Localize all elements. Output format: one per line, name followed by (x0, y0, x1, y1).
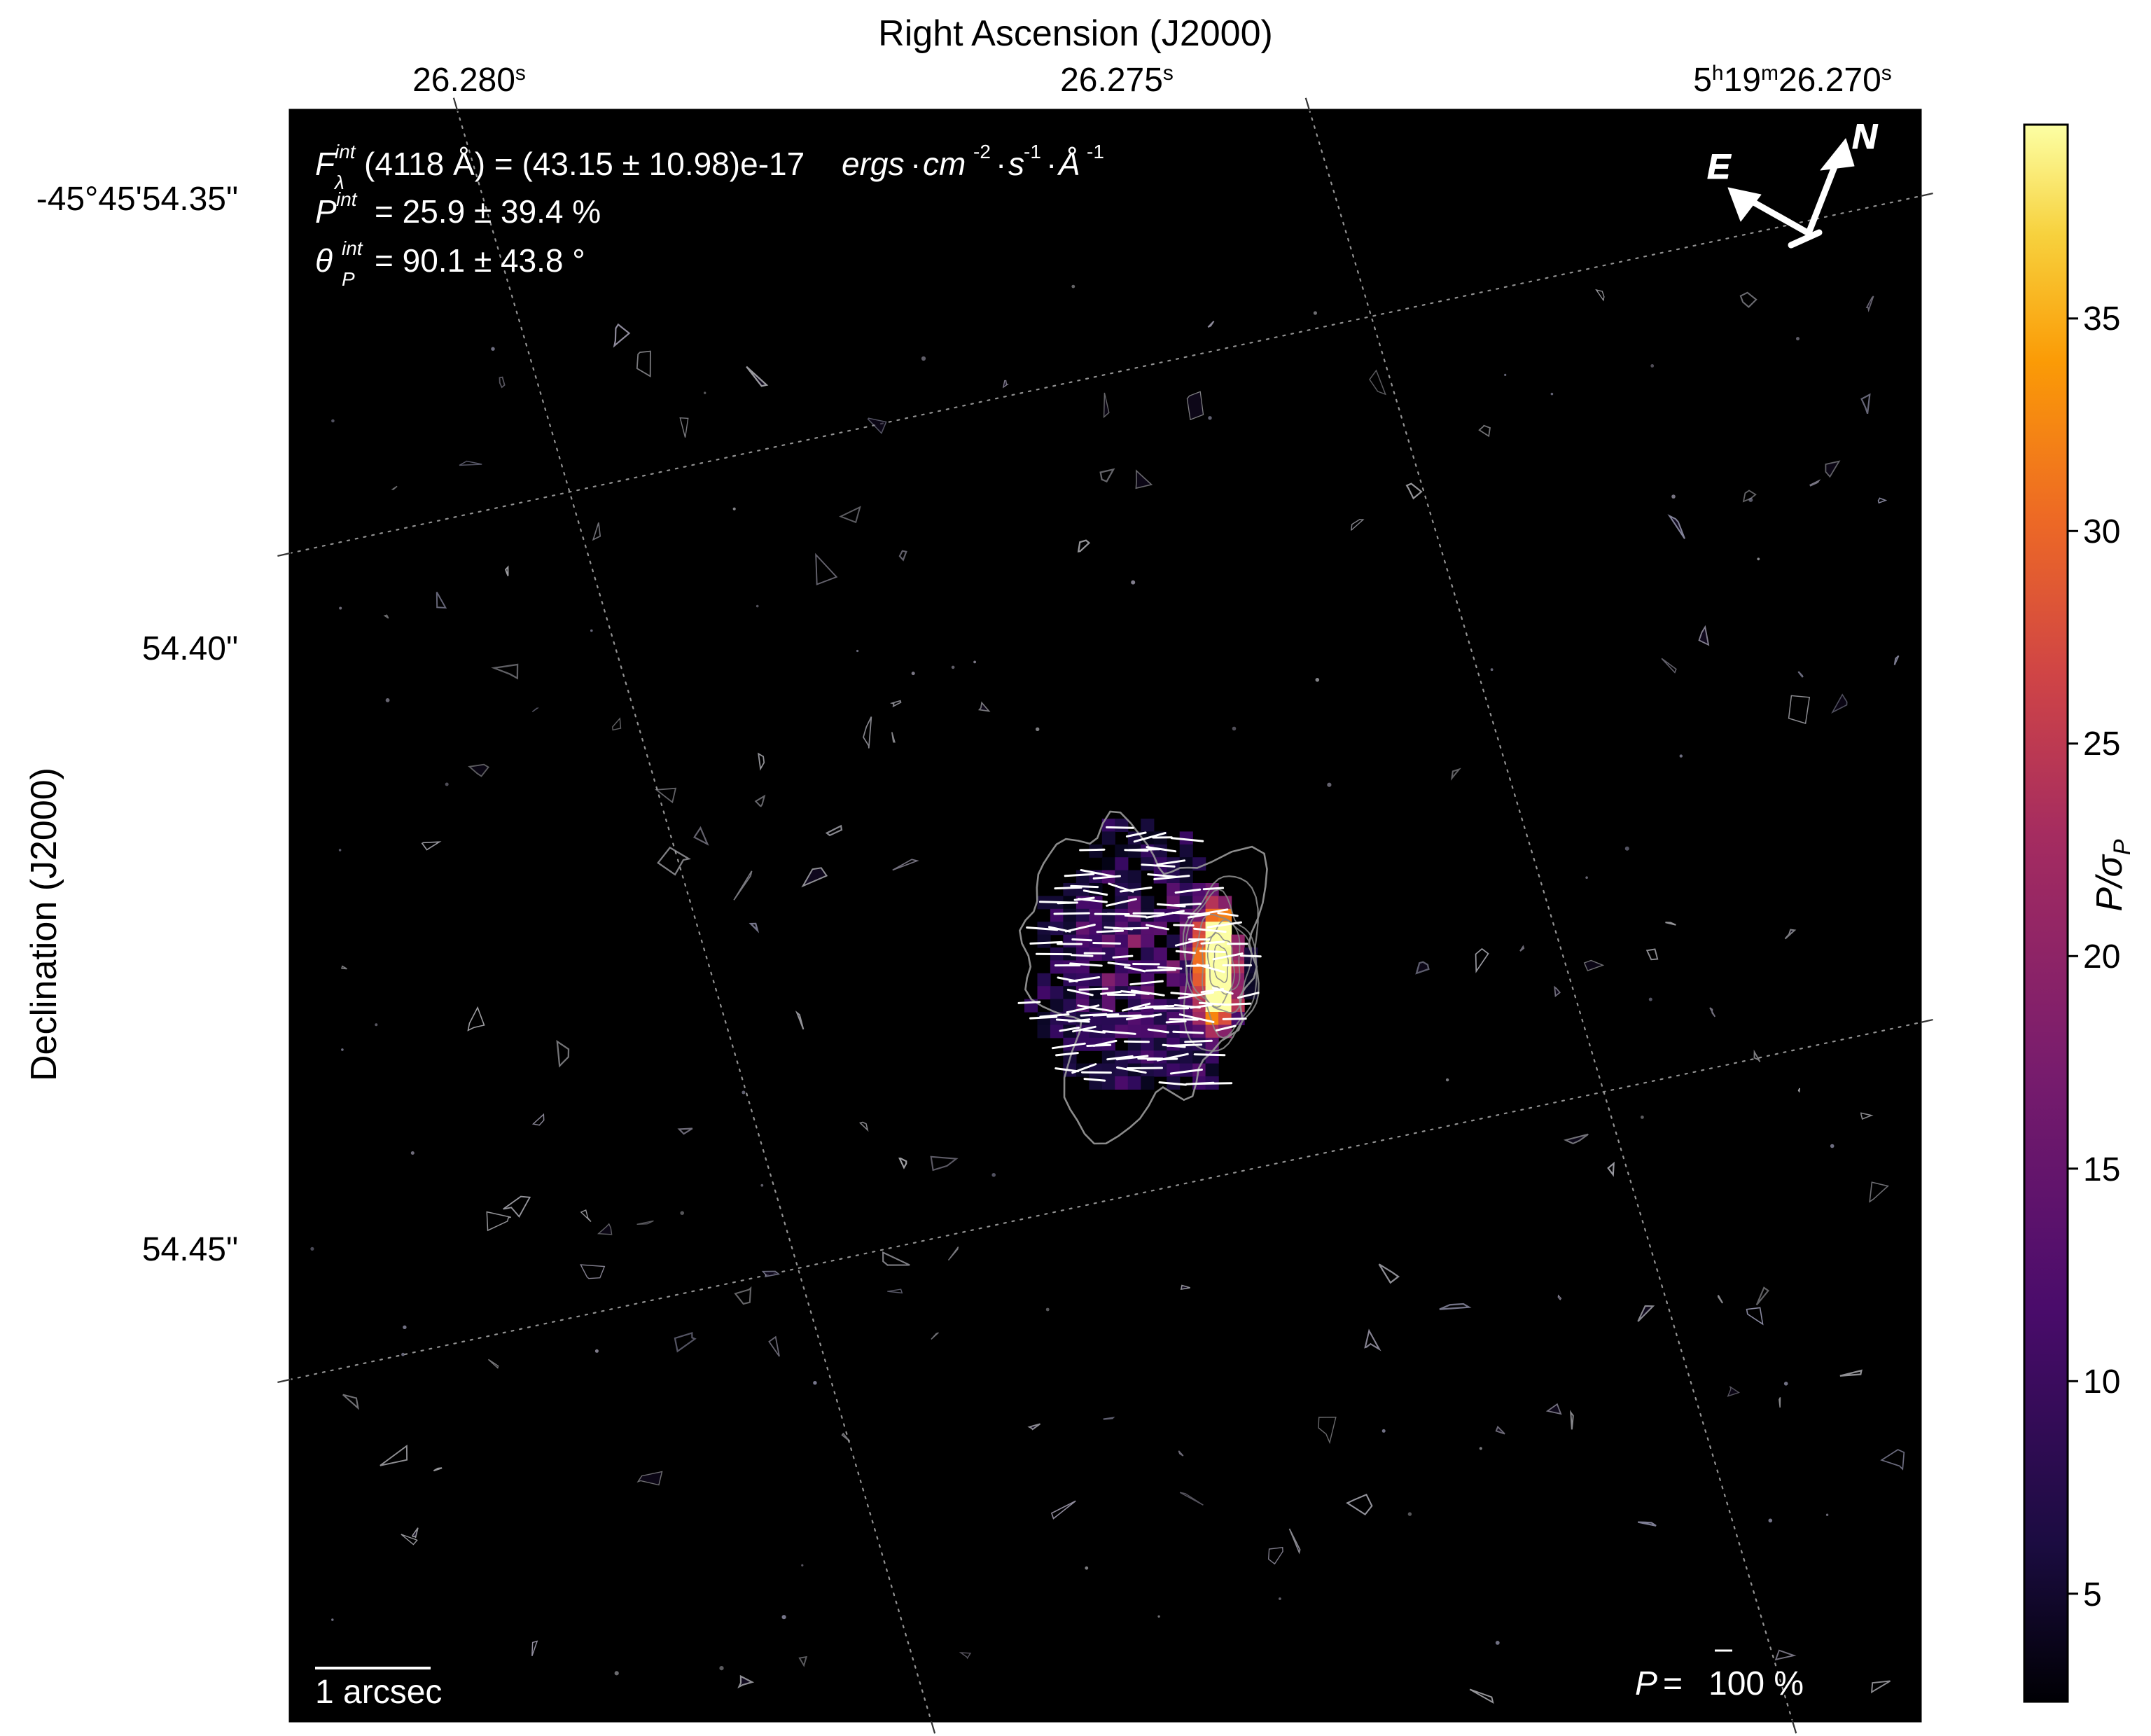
svg-text:= 90.1 ± 43.8 °: = 90.1 ± 43.8 ° (375, 242, 585, 279)
svg-text:ergs: ergs (842, 146, 904, 182)
svg-text:26.275s: 26.275s (1060, 62, 1174, 99)
svg-text:F: F (315, 146, 337, 182)
svg-text:-2: -2 (973, 141, 991, 162)
svg-text:-45°45'54.35": -45°45'54.35" (36, 181, 238, 218)
svg-text:θ: θ (315, 242, 333, 279)
svg-text:5h19m26.270s: 5h19m26.270s (1693, 62, 1892, 99)
svg-text:100 %: 100 % (1708, 1665, 1804, 1702)
svg-text:E: E (1707, 147, 1732, 186)
svg-text:30: 30 (2083, 513, 2120, 550)
svg-text:=: = (1663, 1665, 1683, 1702)
svg-text:·: · (910, 146, 921, 182)
svg-text:= 25.9 ± 39.4 %: = 25.9 ± 39.4 % (375, 193, 601, 230)
svg-text:int: int (336, 188, 358, 210)
svg-text:-1: -1 (1087, 141, 1104, 162)
svg-text:s: s (1008, 146, 1024, 182)
svg-text:int: int (335, 141, 356, 162)
svg-text:N: N (1852, 117, 1878, 156)
svg-text:-1: -1 (1024, 141, 1041, 162)
svg-text:Declination (J2000): Declination (J2000) (24, 768, 64, 1081)
svg-text:P: P (315, 193, 337, 230)
svg-text:Right Ascension (J2000): Right Ascension (J2000) (878, 13, 1273, 54)
svg-text:·: · (1046, 146, 1057, 182)
svg-text:35: 35 (2083, 300, 2120, 338)
svg-text:P: P (1635, 1665, 1657, 1702)
svg-text:5: 5 (2083, 1576, 2102, 1613)
svg-text:10: 10 (2083, 1363, 2120, 1401)
svg-text:54.45": 54.45" (142, 1231, 238, 1268)
svg-text:int: int (342, 237, 363, 259)
svg-text:54.40": 54.40" (142, 630, 238, 667)
svg-text:Å: Å (1057, 146, 1080, 182)
svg-text:(4118 Å) = (43.15 ± 10.98)e-17: (4118 Å) = (43.15 ± 10.98)e-17 (364, 146, 805, 182)
svg-text:26.280s: 26.280s (412, 62, 526, 99)
svg-text:25: 25 (2083, 725, 2120, 763)
svg-text:1 arcsec: 1 arcsec (315, 1674, 442, 1711)
svg-text:cm: cm (923, 146, 966, 182)
svg-text:P: P (342, 268, 355, 290)
svg-text:20: 20 (2083, 938, 2120, 975)
svg-text:15: 15 (2083, 1151, 2120, 1188)
svg-text:·: · (996, 146, 1006, 182)
